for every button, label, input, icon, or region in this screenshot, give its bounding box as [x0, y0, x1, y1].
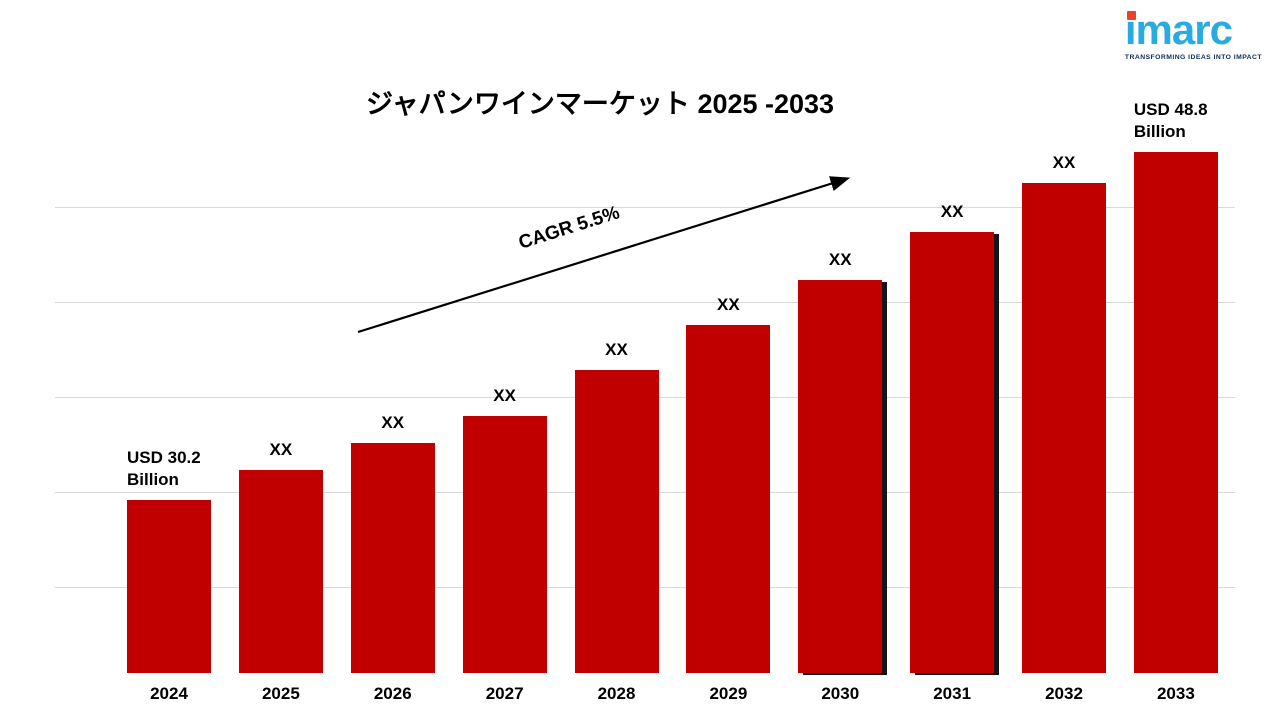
bar-group: XX 2031 — [910, 201, 995, 703]
bar[interactable] — [350, 443, 435, 673]
bar-value-label: XX — [940, 201, 964, 221]
bars: USD 30.2 Billion 2024 XX 2025 XX 2026 XX 2027 XX 2… — [127, 73, 1218, 703]
x-axis-tick: 2032 — [1045, 684, 1083, 703]
bar[interactable] — [1133, 152, 1218, 673]
bar[interactable] — [574, 370, 659, 673]
bar-group: XX 2026 — [350, 412, 435, 703]
chart-title: ジャパンワインマーケット 2025 -2033 — [365, 89, 835, 119]
bar-value-label: USD 48.8 Billion — [1133, 99, 1208, 141]
x-axis-tick: 2027 — [485, 684, 524, 703]
x-axis-tick: 2033 — [1156, 684, 1195, 703]
imarc-logo-dot-icon — [1126, 11, 1136, 20]
bar-value-label: XX — [269, 439, 293, 459]
bar-group: XX 2025 — [238, 439, 323, 703]
bar[interactable] — [238, 470, 323, 673]
imarc-logo: imarc TRANSFORMING IDEAS INTO IMPACT — [1124, 6, 1262, 62]
bar-value-label: USD 30.2 Billion — [127, 447, 201, 489]
bar-value-label: XX — [605, 339, 628, 359]
bar-value-label: XX — [493, 385, 516, 405]
x-axis-tick: 2030 — [821, 684, 860, 703]
bar[interactable] — [910, 232, 995, 673]
bar-group: XX 2032 — [1022, 152, 1106, 703]
bar-value-label: XX — [717, 294, 740, 314]
x-axis-tick: 2025 — [261, 684, 300, 703]
bar-group: XX 2030 — [798, 249, 883, 703]
bar[interactable] — [798, 280, 883, 673]
x-axis-tick: 2024 — [150, 684, 188, 703]
bar[interactable] — [1022, 183, 1106, 673]
bar-group: USD 30.2 Billion 2024 — [127, 447, 211, 703]
imarc-logo-tagline: TRANSFORMING IDEAS INTO IMPACT — [1124, 54, 1262, 62]
x-axis-tick: 2028 — [597, 684, 636, 703]
bar[interactable] — [127, 500, 211, 673]
x-axis-tick: 2031 — [933, 684, 972, 703]
bar[interactable] — [686, 325, 771, 673]
x-axis-tick: 2026 — [373, 684, 412, 703]
bar-group: XX 2028 — [574, 339, 659, 703]
bar-group: XX 2029 — [686, 294, 771, 703]
bar-group: USD 48.8 Billion 2033 — [1133, 99, 1218, 703]
bar-value-label: XX — [1052, 152, 1076, 172]
bar-value-label: XX — [381, 412, 405, 432]
imarc-logo-text: imarc — [1124, 6, 1262, 53]
bar[interactable] — [462, 416, 547, 673]
imarc-logo-wordmark: imarc — [1124, 6, 1233, 53]
bar-value-label: XX — [828, 249, 852, 269]
x-axis-tick: 2029 — [709, 684, 748, 703]
bar-group: XX 2027 — [462, 385, 547, 703]
